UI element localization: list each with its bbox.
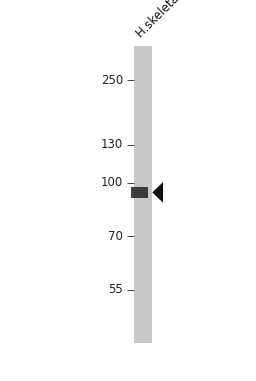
Text: 100: 100 bbox=[101, 176, 123, 189]
Polygon shape bbox=[152, 182, 163, 203]
Text: H.skeletal muscle: H.skeletal muscle bbox=[134, 0, 217, 40]
Text: 130: 130 bbox=[101, 138, 123, 151]
Text: 250: 250 bbox=[101, 74, 123, 86]
Text: 70: 70 bbox=[108, 230, 123, 243]
Bar bbox=[134, 46, 152, 343]
Text: 55: 55 bbox=[108, 283, 123, 296]
Bar bbox=[131, 187, 148, 198]
